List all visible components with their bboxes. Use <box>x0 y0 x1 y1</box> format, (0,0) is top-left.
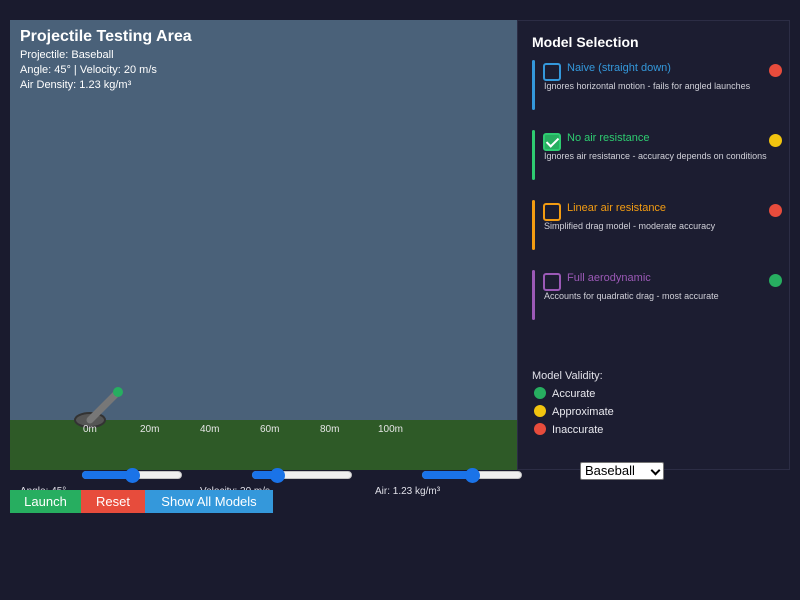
model-full-aerodynamic[interactable]: Full aerodynamic Accounts for quadratic … <box>532 270 782 322</box>
distance-tick: 0m <box>83 424 97 435</box>
air-label: Air: 1.23 kg/m³ <box>375 486 441 497</box>
angle-velocity-info: Angle: 45° | Velocity: 20 m/s <box>20 64 157 76</box>
slider-thumb[interactable] <box>465 468 480 483</box>
legend-inaccurate: Inaccurate <box>534 423 603 436</box>
legend-accurate: Accurate <box>534 387 595 400</box>
projectile-select[interactable]: Baseball <box>580 462 664 480</box>
model-description: Simplified drag model - moderate accurac… <box>544 221 716 231</box>
velocity-slider[interactable] <box>252 468 352 483</box>
validity-indicator <box>769 204 782 217</box>
distance-tick: 20m <box>140 424 160 435</box>
simulation-title: Projectile Testing Area <box>20 28 192 45</box>
legend-dot <box>534 405 546 417</box>
model-checkbox[interactable] <box>543 63 561 81</box>
model-checkbox[interactable] <box>543 133 561 151</box>
validity-indicator <box>769 134 782 147</box>
projectile-ball <box>113 387 123 397</box>
legend-label: Accurate <box>552 388 596 400</box>
simulation-canvas[interactable]: Projectile Testing Area Projectile: Base… <box>10 20 517 470</box>
model-description: Ignores horizontal motion - fails for an… <box>544 81 751 91</box>
projectile-info: Projectile: Baseball <box>20 49 114 61</box>
reset-button[interactable]: Reset <box>81 490 145 513</box>
legend-label: Inaccurate <box>552 424 604 436</box>
model-description: Accounts for quadratic drag - most accur… <box>544 291 719 301</box>
model-name: Linear air resistance <box>567 202 667 214</box>
model-color-bar <box>532 130 535 180</box>
model-name: Full aerodynamic <box>567 272 651 284</box>
air-density-info: Air Density: 1.23 kg/m³ <box>20 79 132 91</box>
model-checkbox[interactable] <box>543 273 561 291</box>
launch-button[interactable]: Launch <box>10 490 81 513</box>
angle-slider[interactable] <box>82 468 182 483</box>
distance-tick: 60m <box>260 424 280 435</box>
panel-title: Model Selection <box>532 34 639 50</box>
legend-dot <box>534 423 546 435</box>
cannon-barrel <box>86 388 122 424</box>
legend-approximate: Approximate <box>534 405 614 418</box>
legend-title: Model Validity: <box>532 370 603 382</box>
air-density-slider[interactable] <box>422 468 522 483</box>
model-description: Ignores air resistance - accuracy depend… <box>544 151 767 161</box>
validity-indicator <box>769 274 782 287</box>
projectile-select-value: Baseball <box>585 463 635 478</box>
model-selection-panel: Model Selection Naive (straight down) Ig… <box>517 20 790 470</box>
slider-thumb[interactable] <box>125 468 140 483</box>
legend-dot <box>534 387 546 399</box>
legend-label: Approximate <box>552 406 614 418</box>
cannon <box>74 387 123 428</box>
model-name: Naive (straight down) <box>567 62 671 74</box>
model-naive[interactable]: Naive (straight down) Ignores horizontal… <box>532 60 782 112</box>
validity-indicator <box>769 64 782 77</box>
model-no-air-resistance[interactable]: No air resistance Ignores air resistance… <box>532 130 782 182</box>
distance-tick: 100m <box>378 424 404 435</box>
model-color-bar <box>532 270 535 320</box>
distance-tick: 80m <box>320 424 340 435</box>
model-name: No air resistance <box>567 132 650 144</box>
model-checkbox[interactable] <box>543 203 561 221</box>
chevron-down-icon <box>650 465 661 476</box>
ground <box>10 420 517 470</box>
distance-tick: 40m <box>200 424 220 435</box>
slider-thumb[interactable] <box>270 468 285 483</box>
model-color-bar <box>532 200 535 250</box>
show-all-models-button[interactable]: Show All Models <box>145 490 273 513</box>
model-color-bar <box>532 60 535 110</box>
model-linear-air-resistance[interactable]: Linear air resistance Simplified drag mo… <box>532 200 782 252</box>
